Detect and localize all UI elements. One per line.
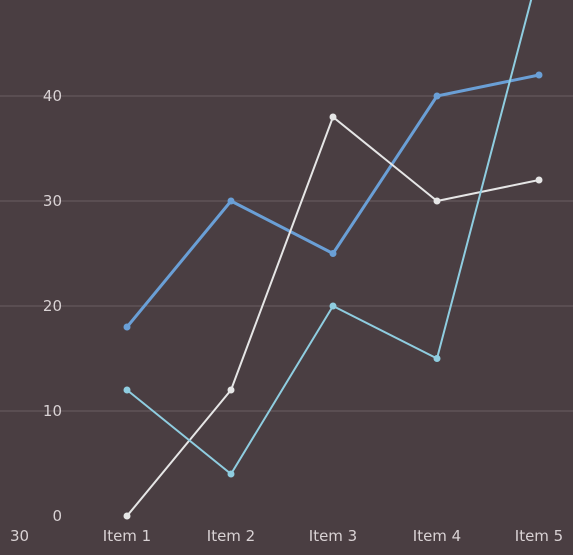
- x-tick-label: Item 1: [103, 527, 151, 545]
- series-2-point: [227, 386, 235, 394]
- series-line-2: [126, 116, 540, 517]
- series-2-point: [329, 113, 337, 121]
- y-tick-label: 40: [43, 87, 62, 105]
- corner-label: 30: [10, 527, 29, 545]
- series-2-point: [123, 512, 131, 520]
- series-2-point: [535, 176, 543, 184]
- series-1-point: [329, 250, 337, 257]
- y-tick-label: 20: [43, 297, 62, 315]
- x-tick-label: Item 2: [207, 527, 255, 545]
- series-1-point: [535, 71, 543, 79]
- y-tick-label: 10: [43, 402, 62, 420]
- y-tick-label: 0: [52, 507, 62, 525]
- series-3-point: [227, 470, 235, 478]
- x-tick-label: Item 3: [309, 527, 357, 545]
- series-3-point: [329, 302, 337, 310]
- x-tick-label: Item 4: [413, 527, 461, 545]
- series-layer: [123, 0, 543, 520]
- series-line-3: [126, 0, 533, 475]
- series-1-point: [433, 92, 441, 100]
- axis-layer: 30 0 10 20 30 40 Item 1 Item 2 Item 3 Item 4 Item…: [10, 87, 563, 545]
- series-3-point: [123, 386, 131, 394]
- series-1-point: [227, 197, 235, 205]
- y-tick-label: 30: [43, 192, 62, 210]
- series-2-point: [433, 197, 441, 205]
- grid-layer: [0, 95, 573, 412]
- series-1-point: [123, 323, 131, 331]
- x-tick-label: Item 5: [515, 527, 563, 545]
- series-3-point: [433, 355, 441, 362]
